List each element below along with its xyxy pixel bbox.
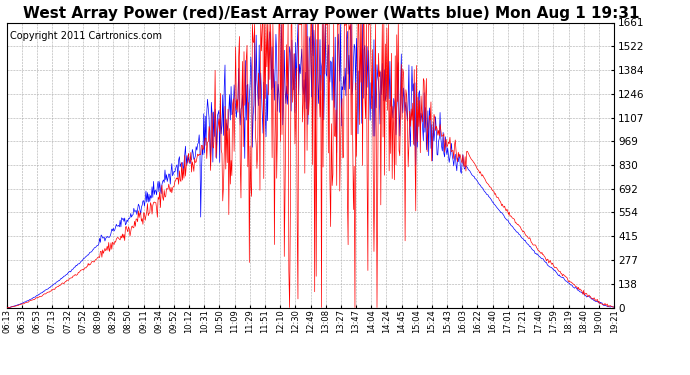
Text: Copyright 2011 Cartronics.com: Copyright 2011 Cartronics.com [10, 31, 162, 41]
Text: West Array Power (red)/East Array Power (Watts blue) Mon Aug 1 19:31: West Array Power (red)/East Array Power … [23, 6, 640, 21]
